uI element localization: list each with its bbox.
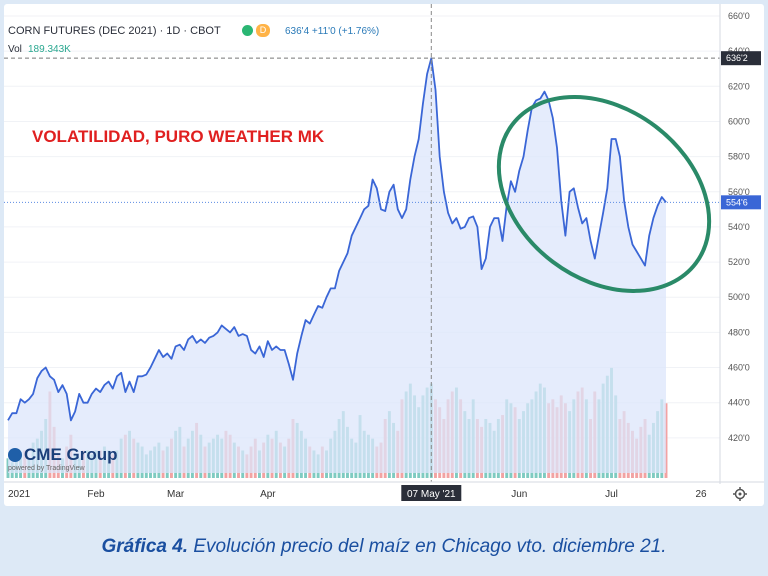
y-tick-label: 520'0 (728, 257, 750, 267)
last-price-badge (721, 195, 761, 210)
y-tick-label: 480'0 (728, 327, 750, 337)
price-change: 636'4 +11'0 (+1.76%) (285, 26, 380, 37)
symbol-title: CORN FUTURES (DEC 2021) · 1D · CBOT (8, 25, 221, 37)
price-chart: 660'0 640'0 620'0 600'0 580'0 560'0 540'0 520'0… (4, 4, 764, 501)
chart-card: 660'0 640'0 620'0 600'0 580'0 560'0 540'0 520'0… (4, 4, 764, 506)
x-tick-label: Jun (511, 489, 527, 500)
x-tick-label: Mar (167, 489, 185, 500)
crosshair-date-badge (401, 485, 462, 501)
status-dot-icon (242, 25, 253, 36)
time-axis: 2021 Feb Mar Apr 07 May '21 Jun Jul 26 (8, 485, 707, 501)
price-series-line (7, 57, 667, 422)
x-tick-label: Feb (87, 489, 105, 500)
interval-badge: D (256, 24, 270, 37)
last-price-badge-label: 554'6 (726, 197, 748, 207)
y-tick-label: 560'0 (728, 187, 750, 197)
y-tick-label: 660'0 (728, 11, 750, 21)
caption-bold: Gráfica 4. (101, 536, 189, 557)
crosshair-date-label: 07 May '21 (407, 489, 456, 500)
volume-value: 189.343K (28, 44, 71, 55)
caption-text: Evolución precio del maíz en Chicago vto… (188, 536, 667, 557)
volatility-ellipse (496, 95, 712, 293)
price-axis: 660'0 640'0 620'0 600'0 580'0 560'0 540'0 520'0… (4, 4, 764, 484)
y-tick-label: 580'0 (728, 152, 750, 162)
price-area-fill (8, 58, 666, 473)
y-tick-label: 540'0 (728, 222, 750, 232)
brand-name: CME Group (24, 445, 118, 464)
price-line (7, 57, 667, 422)
y-tick-label: 500'0 (728, 292, 750, 302)
x-tick-label: 2021 (8, 489, 31, 500)
y-tick-label: 420'0 (728, 433, 750, 443)
volume-label: Vol (8, 44, 22, 55)
high-price-badge (721, 51, 761, 66)
high-price-badge-label: 636'2 (726, 53, 748, 63)
y-tick-label: 600'0 (728, 116, 750, 126)
settings-gear-icon[interactable] (733, 487, 747, 501)
x-tick-label: Apr (260, 489, 276, 500)
annotation-text: VOLATILIDAD, PURO WEATHER MK (32, 127, 325, 146)
brand-powered: powered by TradingView (8, 465, 85, 472)
price-area (8, 58, 666, 473)
x-tick-label: Jul (605, 489, 618, 500)
x-tick-label: 26 (695, 489, 707, 500)
y-tick-label: 640'0 (728, 46, 750, 56)
cme-logo-icon (8, 448, 22, 462)
figure-caption: Gráfica 4. Evolución precio del maíz en … (0, 536, 768, 558)
y-tick-label: 460'0 (728, 363, 750, 373)
y-tick-label: 440'0 (728, 398, 750, 408)
crosshair-guides (4, 4, 720, 482)
y-tick-label: 620'0 (728, 81, 750, 91)
